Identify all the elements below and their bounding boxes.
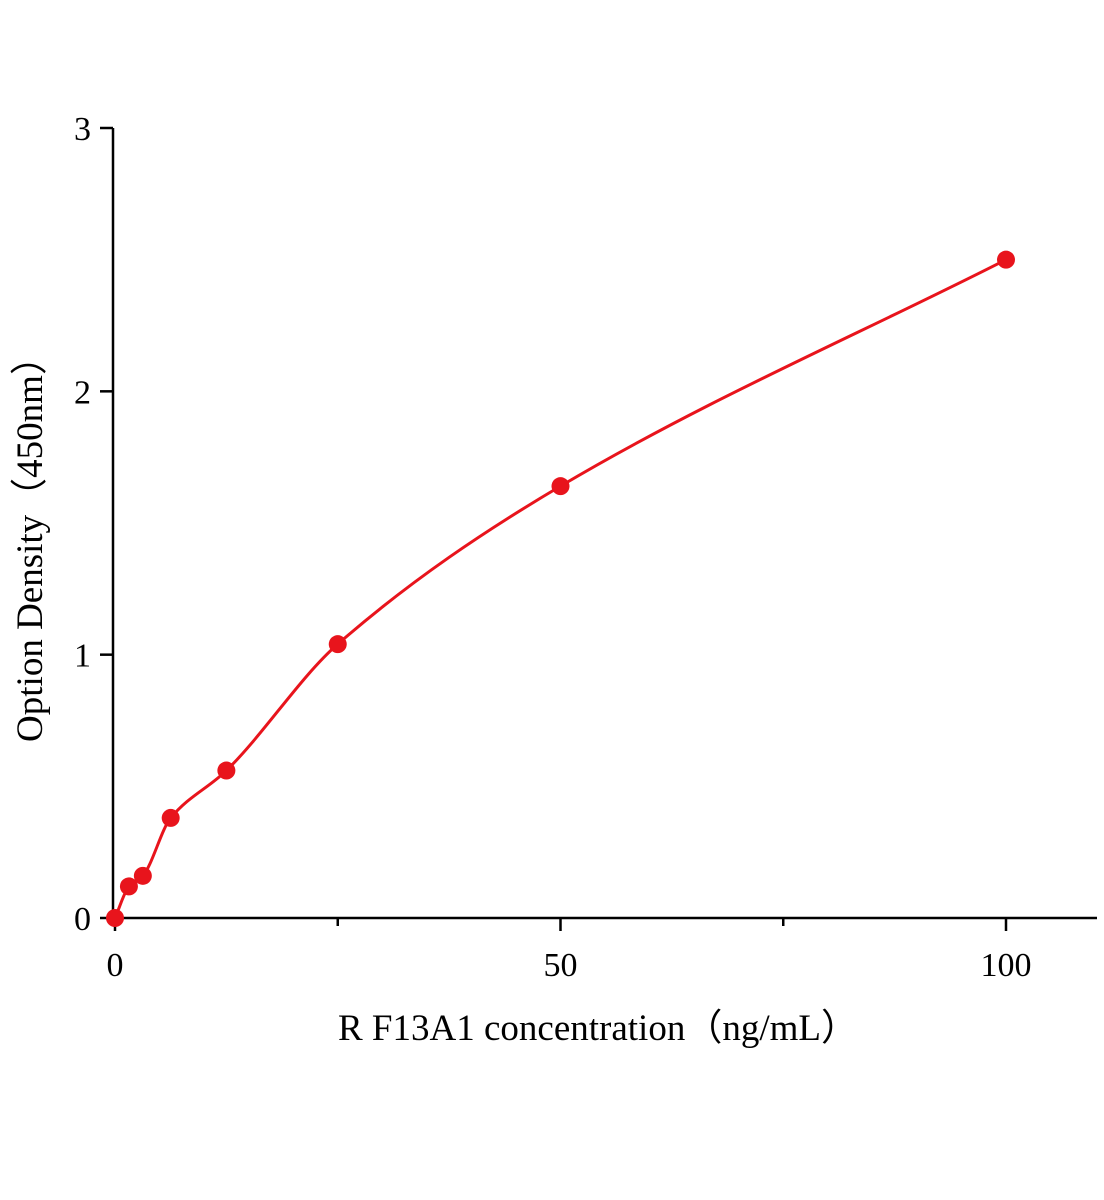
y-tick-label: 3 bbox=[74, 111, 91, 148]
x-tick-label: 0 bbox=[107, 947, 124, 984]
data-point bbox=[551, 477, 570, 496]
x-tick-label: 100 bbox=[981, 947, 1032, 984]
y-tick-label: 1 bbox=[74, 638, 91, 675]
fit-curve bbox=[113, 258, 1007, 919]
data-point bbox=[328, 635, 347, 654]
data-point bbox=[161, 808, 180, 827]
y-tick-label: 2 bbox=[74, 374, 91, 411]
data-point bbox=[133, 866, 152, 885]
data-point bbox=[119, 877, 138, 896]
data-point bbox=[997, 250, 1015, 269]
x-axis-title: R F13A1 concentration（ng/mL） bbox=[338, 1008, 858, 1049]
x-tick-label: 50 bbox=[544, 947, 578, 984]
y-tick-label: 0 bbox=[74, 901, 91, 938]
y-axis-title: Option Density（450nm） bbox=[10, 338, 51, 742]
data-point bbox=[217, 761, 236, 780]
data-point bbox=[106, 909, 124, 927]
